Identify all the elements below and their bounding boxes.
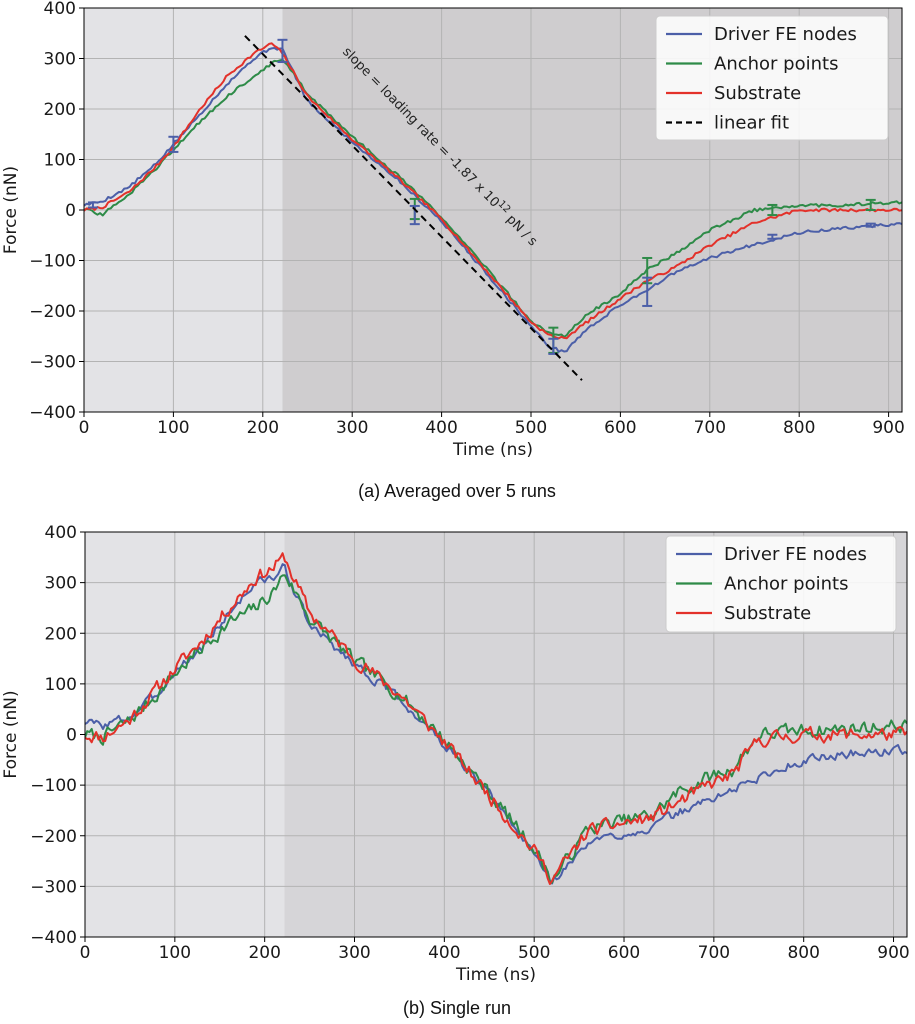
error-bar — [277, 38, 288, 64]
legend-entry: Driver FE nodes — [714, 24, 857, 45]
y-tick-label: 400 — [45, 523, 77, 543]
y-tick-label: 400 — [44, 0, 76, 19]
legend-entry: Substrate — [724, 603, 811, 624]
error-bar — [865, 198, 876, 211]
legend-entry: Driver FE nodes — [724, 544, 867, 565]
y-tick-label: −200 — [29, 302, 76, 322]
x-tick-label: 0 — [79, 418, 90, 438]
x-tick-label: 100 — [157, 418, 189, 438]
y-tick-label: 0 — [65, 201, 76, 221]
y-tick-label: 300 — [44, 50, 76, 70]
x-tick-label: 600 — [604, 418, 636, 438]
x-tick-label: 0 — [80, 943, 91, 963]
legend: Driver FE nodes Anchor points Substrate lin… — [655, 15, 889, 141]
x-tick-label: 400 — [425, 418, 457, 438]
x-tick-label: 300 — [336, 418, 368, 438]
y-tick-label: −300 — [30, 877, 77, 897]
series-anchor-points — [84, 58, 902, 338]
error-bar — [642, 276, 653, 307]
error-bar — [767, 233, 778, 240]
y-tick-label: −100 — [30, 776, 77, 796]
figure-caption: (a) Averaged over 5 runs — [358, 481, 556, 501]
y-tick-label: 100 — [44, 151, 76, 171]
x-axis-label: Time (ns) — [455, 965, 536, 985]
legend-entry: Anchor points — [724, 574, 848, 595]
y-axis-label: Force (nN) — [1, 690, 21, 778]
x-tick-label: 500 — [518, 943, 550, 963]
y-tick-label: 300 — [45, 574, 77, 594]
y-tick-label: −400 — [30, 928, 77, 948]
x-tick-label: 900 — [877, 943, 909, 963]
panel-b: 0 100 200 300 400 500 600 700 800 900 400 300 200 100… — [1, 523, 910, 1018]
y-tick-label: −200 — [30, 827, 77, 847]
legend-entry: Substrate — [714, 83, 801, 104]
y-tick-label: 200 — [45, 624, 77, 644]
x-tick-label: 900 — [872, 418, 904, 438]
series-group — [84, 42, 902, 353]
legend-box — [655, 15, 889, 141]
series-anchor-points — [85, 574, 907, 884]
x-tick-label: 500 — [515, 418, 547, 438]
series-group — [85, 552, 907, 885]
x-tick-label: 300 — [338, 943, 370, 963]
y-axis-label: Force (nN) — [1, 166, 21, 254]
error-bar — [168, 135, 179, 153]
y-tick-label: −400 — [29, 403, 76, 423]
series-substrate — [84, 42, 902, 340]
legend-box — [665, 535, 897, 633]
x-tick-label: 700 — [698, 943, 730, 963]
error-bar — [865, 222, 876, 228]
legend-entry: Anchor points — [714, 54, 838, 75]
legend-entry: linear fit — [714, 113, 789, 134]
legend: Driver FE nodes Anchor points Substrate — [665, 535, 897, 633]
x-tick-label: 100 — [159, 943, 191, 963]
panel-a: slope = loading rate = -1.87 x 1012 pN /… — [1, 0, 905, 501]
x-tick-label: 200 — [248, 943, 280, 963]
x-tick-label: 800 — [787, 943, 819, 963]
x-axis-label: Time (ns) — [452, 440, 533, 460]
x-tick-label: 700 — [694, 418, 726, 438]
x-tick-label: 800 — [783, 418, 815, 438]
y-tick-label: 100 — [45, 675, 77, 695]
y-tick-label: −100 — [29, 252, 76, 272]
y-tick-label: 200 — [44, 100, 76, 120]
x-tick-label: 400 — [428, 943, 460, 963]
y-tick-label: −300 — [29, 353, 76, 373]
linear-fit-line — [244, 35, 583, 381]
error-bar — [87, 201, 98, 209]
x-tick-label: 200 — [247, 418, 279, 438]
x-tick-label: 600 — [608, 943, 640, 963]
figure-caption: (b) Single run — [403, 998, 511, 1018]
error-bar — [767, 203, 778, 217]
series-substrate — [85, 552, 907, 885]
y-tick-label: 0 — [66, 726, 77, 746]
series-driver-fe-nodes — [84, 47, 902, 353]
